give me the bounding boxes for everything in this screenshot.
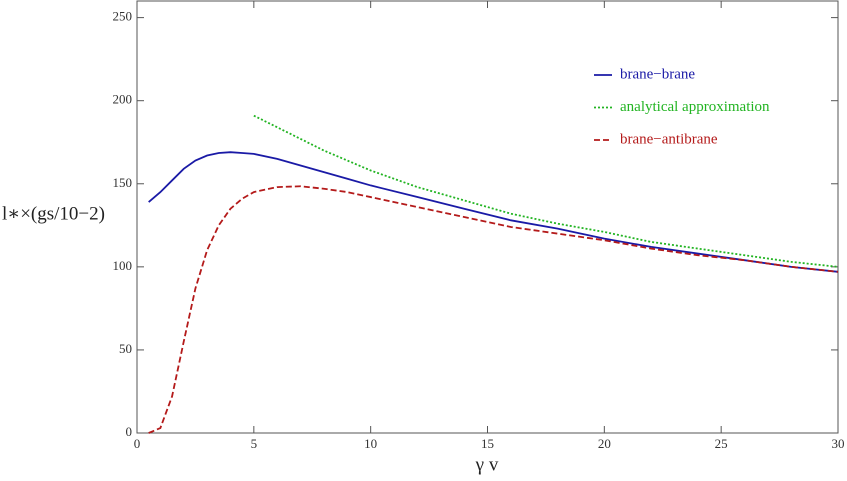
x-tick-label: 5 <box>251 436 258 451</box>
x-tick-label: 20 <box>598 436 611 451</box>
x-tick-label: 15 <box>481 436 494 451</box>
legend-label: brane−brane <box>620 66 695 82</box>
x-axis-label: γ v <box>475 454 499 475</box>
x-tick-label: 0 <box>134 436 141 451</box>
legend-label: brane−antibrane <box>620 131 718 147</box>
x-tick-label: 30 <box>832 436 845 451</box>
series-line <box>148 185 839 434</box>
y-tick-label: 200 <box>113 92 133 107</box>
legend-label: analytical approximation <box>620 99 770 115</box>
y-tick-label: 100 <box>113 258 133 273</box>
y-tick-label: 50 <box>119 341 132 356</box>
y-tick-label: 250 <box>113 9 133 24</box>
plot-frame <box>136 0 839 434</box>
series-line <box>253 114 839 268</box>
y-tick-label: 0 <box>126 424 133 439</box>
series-line <box>148 151 839 273</box>
y-tick-label: 150 <box>113 175 133 190</box>
x-tick-label: 25 <box>715 436 728 451</box>
x-tick-label: 10 <box>364 436 377 451</box>
y-axis-label: l∗×(gs/10−2) <box>2 203 105 224</box>
